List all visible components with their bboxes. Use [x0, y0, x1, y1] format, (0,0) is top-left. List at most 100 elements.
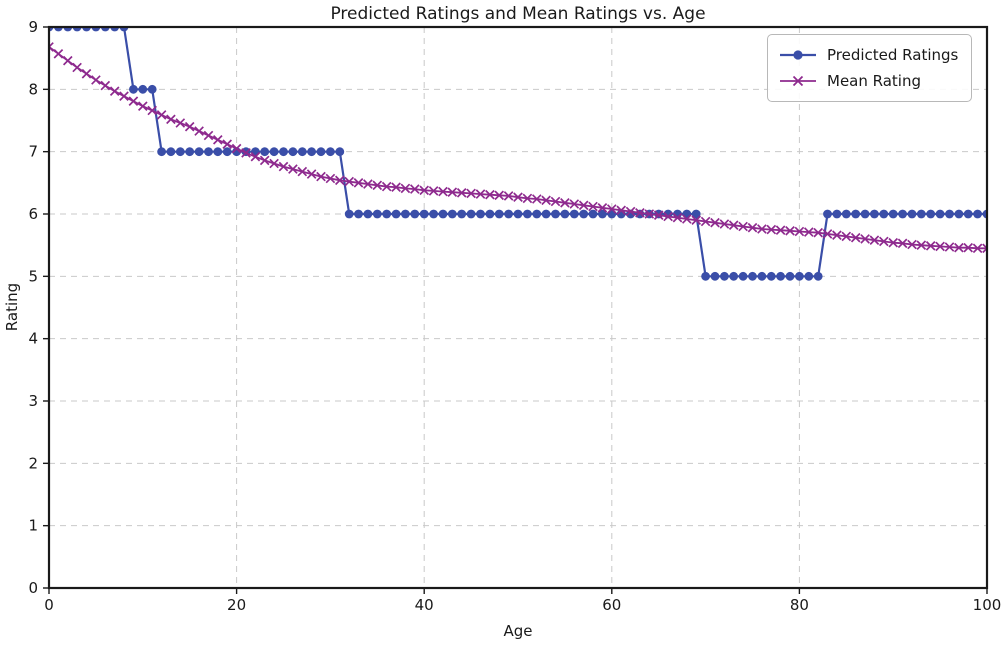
y-tick-label: 1 [28, 517, 38, 535]
x-marker [334, 175, 345, 186]
circle-marker [494, 209, 504, 219]
x-marker [222, 139, 233, 150]
legend-label: Predicted Ratings [827, 46, 959, 64]
x-marker [616, 205, 627, 216]
x-marker [597, 202, 608, 213]
circle-marker [326, 147, 335, 157]
x-marker [194, 126, 204, 136]
x-marker [91, 75, 101, 85]
x-marker [625, 206, 636, 217]
x-marker [860, 234, 870, 244]
x-tick-label: 80 [790, 596, 809, 614]
x-marker [710, 217, 720, 228]
y-tick-label: 2 [28, 454, 38, 472]
x-axis-label: Age [503, 622, 532, 640]
legend: Predicted Ratings Mean Rating [767, 34, 973, 102]
circle-marker [213, 147, 223, 157]
x-marker [278, 161, 289, 172]
x-marker [428, 186, 439, 196]
x-marker [49, 42, 54, 52]
circle-marker [701, 271, 710, 281]
circle-marker [598, 209, 607, 219]
circle-marker [466, 209, 476, 219]
circle-marker [457, 209, 467, 219]
axis-ticks [43, 26, 988, 594]
x-marker [203, 130, 214, 141]
x-marker [475, 189, 486, 199]
circle-marker [579, 209, 589, 219]
x-marker [803, 227, 814, 237]
circle-marker [288, 147, 298, 157]
x-marker [485, 189, 495, 200]
circle-marker [766, 271, 776, 281]
y-tick-label: 3 [28, 392, 38, 410]
circle-marker [588, 209, 598, 219]
circle-marker [382, 209, 392, 219]
x-marker [944, 242, 955, 252]
circle-marker [260, 147, 270, 157]
x-marker [531, 194, 542, 204]
x-tick-label: 20 [227, 596, 246, 614]
x-marker [822, 229, 833, 239]
x-marker [419, 185, 430, 196]
circle-marker [447, 209, 457, 219]
x-marker [109, 86, 120, 97]
circle-marker [391, 209, 401, 219]
y-tick-label: 5 [28, 267, 38, 285]
x-marker [269, 158, 279, 169]
x-marker [747, 222, 758, 233]
x-marker [700, 216, 711, 227]
circle-marker [222, 147, 232, 157]
y-axis-label: Rating [3, 283, 21, 331]
x-marker [250, 151, 261, 162]
x-marker [916, 240, 927, 251]
x-marker [635, 207, 645, 218]
circle-marker [185, 147, 195, 157]
x-marker [137, 101, 148, 112]
circle-marker [551, 209, 560, 219]
x-marker [832, 230, 842, 241]
circle-marker [166, 147, 176, 157]
x-marker [691, 215, 702, 226]
y-tick-label: 8 [28, 80, 38, 98]
circle-marker [945, 209, 954, 219]
x-marker [653, 210, 664, 221]
circle-marker [804, 271, 814, 281]
circle-marker [860, 209, 870, 219]
x-tick-label: 40 [415, 596, 434, 614]
circle-marker [870, 209, 879, 219]
circle-marker [269, 147, 279, 157]
x-marker [954, 242, 964, 253]
x-marker [785, 225, 795, 236]
circle-marker [973, 209, 982, 219]
circle-marker [963, 209, 973, 219]
x-marker [907, 239, 917, 250]
circle-marker [204, 147, 213, 157]
x-marker [363, 179, 373, 189]
circle-marker [523, 209, 532, 219]
circle-marker [147, 84, 157, 94]
x-marker [119, 91, 129, 102]
circle-marker [888, 209, 898, 219]
x-marker [757, 224, 767, 234]
circle-marker [954, 209, 964, 219]
x-tick-label: 100 [973, 596, 1002, 614]
x-marker [728, 220, 739, 231]
circle-marker [344, 209, 354, 219]
circle-marker [429, 209, 438, 219]
x-marker [503, 191, 514, 201]
circle-marker [485, 209, 495, 219]
circle-marker [438, 209, 448, 219]
circle-marker [841, 209, 851, 219]
circle-marker [795, 271, 804, 281]
x-marker [869, 235, 880, 246]
y-tick-label: 6 [28, 205, 38, 223]
x-marker [128, 96, 139, 107]
circle-marker [194, 147, 204, 157]
x-marker [813, 227, 824, 238]
x-marker [297, 166, 308, 177]
circle-marker [832, 209, 842, 219]
circle-marker [307, 147, 316, 157]
x-marker [147, 105, 158, 116]
x-marker [719, 219, 730, 229]
